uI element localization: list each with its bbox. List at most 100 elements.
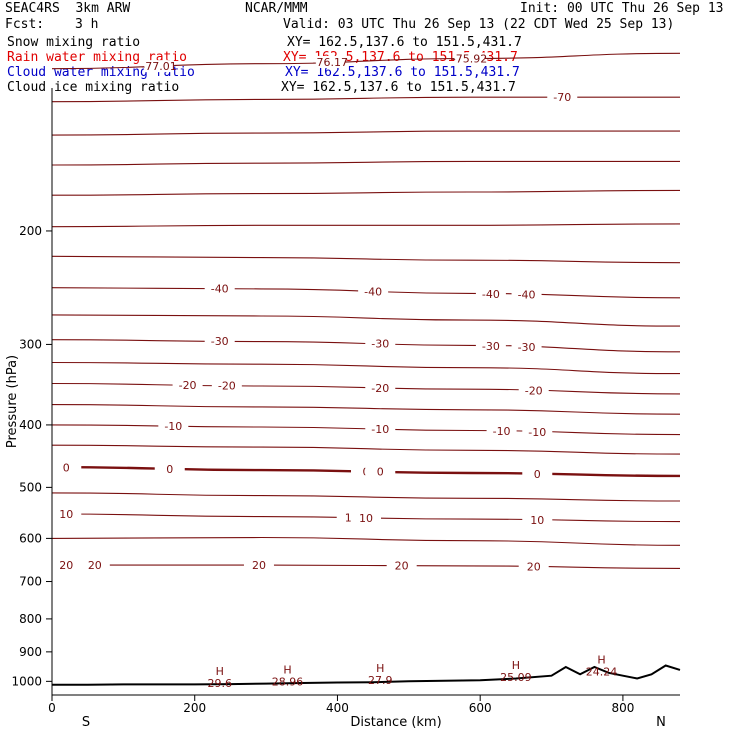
contour-label: -70 bbox=[553, 91, 571, 104]
contour-label-bg bbox=[475, 339, 506, 352]
x-tick-label: 600 bbox=[469, 701, 492, 715]
contour-label-bg bbox=[51, 508, 82, 521]
isotherm-line bbox=[51, 361, 681, 375]
contour-label-bg bbox=[365, 337, 396, 350]
isotherm-line bbox=[51, 130, 680, 136]
center-label: NCAR/MMM bbox=[245, 1, 308, 16]
contour-label: -77.01 bbox=[141, 60, 176, 73]
contour-label-bg bbox=[358, 285, 389, 298]
contour-label: -20 bbox=[371, 382, 389, 395]
init-time: Init: 00 UTC Thu 26 Sep 13 bbox=[520, 1, 724, 16]
contour-label: 10 bbox=[530, 514, 544, 527]
isotherm-line bbox=[51, 255, 681, 264]
contour-label: 0 bbox=[534, 468, 541, 481]
contour-label-bg bbox=[518, 384, 549, 397]
contour-label-bg bbox=[365, 422, 396, 435]
y-tick-label: 900 bbox=[19, 645, 42, 659]
contour-label: -40 bbox=[518, 289, 536, 302]
isotherm-line bbox=[52, 564, 681, 569]
x-tick-label: 0 bbox=[48, 701, 56, 715]
isotherm-line bbox=[51, 404, 681, 415]
contour-label-bg bbox=[518, 560, 549, 573]
contour-label-bg bbox=[79, 559, 110, 572]
y-axis-title: Pressure (hPa) bbox=[5, 355, 20, 448]
y-tick-label: 1000 bbox=[11, 674, 42, 688]
contour-label-bg bbox=[365, 465, 396, 478]
contour-label: -40 bbox=[211, 283, 229, 296]
contour-label: 0 bbox=[166, 463, 173, 476]
contour-label: -40 bbox=[364, 285, 382, 298]
forecast-label: Fcst: bbox=[5, 17, 45, 32]
contour-label: -30 bbox=[482, 340, 500, 353]
field-name-cloudwater: Cloud water mixing ratio bbox=[7, 65, 195, 80]
north-label: N bbox=[656, 715, 666, 730]
contour-label-bg bbox=[475, 287, 506, 300]
contour-label-bg bbox=[172, 379, 203, 392]
contour-label: -30 bbox=[211, 335, 229, 348]
contour-label: -20 bbox=[525, 385, 543, 398]
contour-label-bg bbox=[315, 55, 346, 68]
x-tick-label: 200 bbox=[183, 701, 206, 715]
isotherm-line bbox=[51, 189, 681, 196]
high-marker: H bbox=[283, 664, 291, 677]
contour-label: -76.17 bbox=[313, 56, 348, 69]
high-value: 27.9 bbox=[368, 674, 393, 687]
contour-label-bg bbox=[204, 282, 235, 295]
contour-label-bg bbox=[454, 52, 485, 65]
contour-label-bg bbox=[51, 461, 82, 474]
contour-label-bg bbox=[154, 462, 185, 475]
isotherm-line bbox=[51, 223, 681, 228]
high-marker: H bbox=[512, 659, 520, 672]
field-name-snow: Snow mixing ratio bbox=[7, 35, 141, 50]
contour-label: -20 bbox=[179, 379, 197, 392]
contour-label: -30 bbox=[518, 341, 536, 354]
forecast-hour: 3 h bbox=[75, 17, 99, 32]
x-tick-label: 400 bbox=[326, 701, 349, 715]
isotherm-contours: -77.01 -76.17 -75.92 -70 -40 -40 -40 -40 -30 -30 -… bbox=[51, 52, 681, 574]
contour-label: 20 bbox=[527, 561, 541, 574]
x-axis-title: Distance (km) bbox=[350, 715, 441, 730]
high-value: 29.6 bbox=[207, 677, 232, 690]
contour-label-bg bbox=[522, 425, 553, 438]
y-tick-label: 800 bbox=[19, 612, 42, 626]
isotherm-line bbox=[51, 96, 680, 103]
contour-label-bg bbox=[522, 513, 553, 526]
terrain-line bbox=[52, 664, 681, 686]
contour-label: 10 bbox=[59, 508, 73, 521]
field-xy-snow: XY= 162.5,137.6 to 151.5,431.7 bbox=[287, 35, 522, 50]
high-value: 24.24 bbox=[586, 665, 618, 678]
contour-label-bg bbox=[486, 425, 517, 438]
contour-label: 0 bbox=[377, 466, 384, 479]
valid-time: Valid: 03 UTC Thu 26 Sep 13 (22 CDT Wed … bbox=[283, 17, 675, 32]
contour-label-bg bbox=[511, 341, 542, 354]
contour-label-bg bbox=[522, 467, 553, 480]
contour-label: -10 bbox=[164, 420, 182, 433]
isotherm-line bbox=[51, 444, 681, 455]
field-xy-cloudice: XY= 162.5,137.6 to 151.5,431.7 bbox=[281, 80, 516, 95]
contour-label: -20 bbox=[218, 380, 236, 393]
contour-label: -10 bbox=[493, 425, 511, 438]
isotherm-line bbox=[51, 492, 681, 502]
contour-label-bg bbox=[547, 91, 578, 104]
high-value: 28.96 bbox=[272, 676, 304, 689]
contour-label-bg bbox=[158, 420, 189, 433]
y-tick-label: 300 bbox=[19, 337, 42, 351]
contour-label-bg bbox=[386, 559, 417, 572]
x-tick-label: 800 bbox=[611, 701, 634, 715]
isotherm-line bbox=[51, 160, 680, 166]
contour-label: -75.92 bbox=[452, 53, 487, 66]
isotherm-line bbox=[51, 536, 681, 546]
high-value: 25.09 bbox=[500, 671, 532, 684]
contour-label-bg bbox=[243, 559, 274, 572]
y-tick-label: 400 bbox=[19, 418, 42, 432]
high-marker: H bbox=[597, 653, 605, 666]
contour-label-bg bbox=[351, 511, 381, 524]
contour-label: 20 bbox=[88, 559, 102, 572]
y-tick-label: 200 bbox=[19, 224, 42, 238]
y-tick-label: 500 bbox=[19, 480, 42, 494]
high-marker: H bbox=[376, 662, 384, 675]
contour-label: 10 bbox=[359, 512, 373, 525]
south-label: S bbox=[82, 715, 90, 730]
